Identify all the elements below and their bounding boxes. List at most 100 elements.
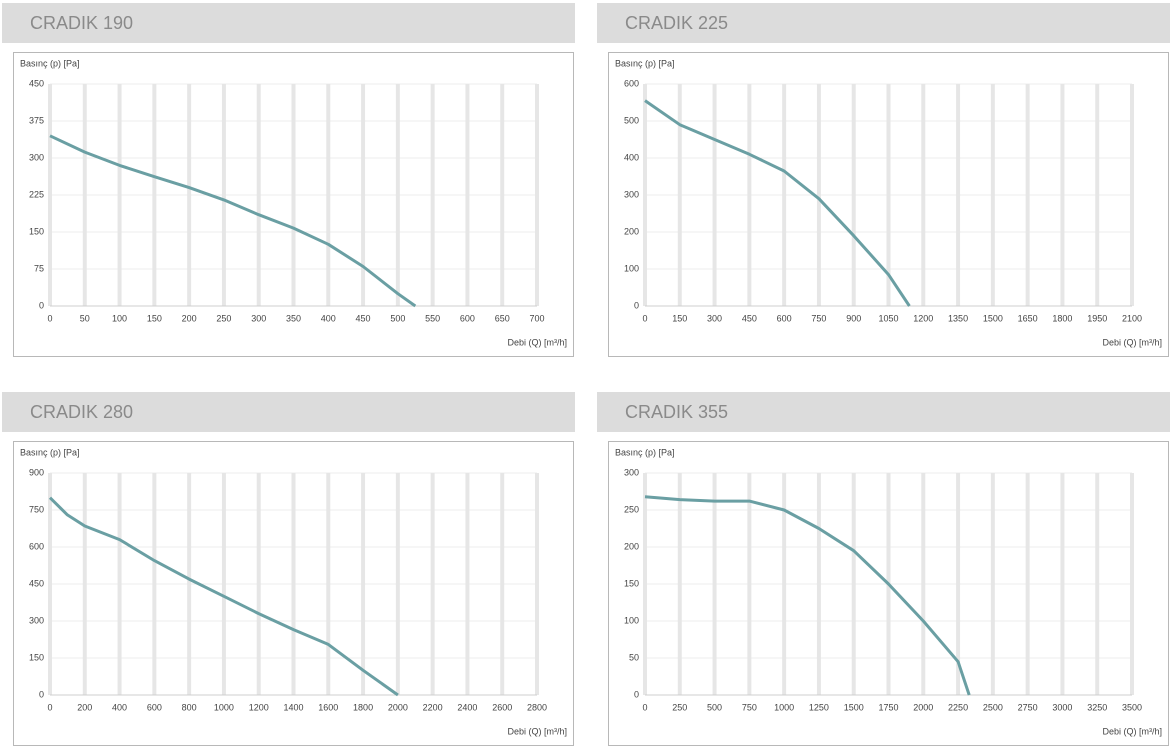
x-tick-label: 750: [742, 702, 757, 712]
y-tick-label: 0: [39, 689, 44, 699]
y-tick-label: 150: [29, 652, 44, 662]
x-tick-label: 300: [707, 313, 722, 323]
chart-title: CRADIK 280: [30, 402, 133, 422]
x-tick-label: 250: [216, 313, 231, 323]
y-tick-label: 450: [29, 78, 44, 88]
x-tick-label: 1000: [774, 702, 794, 712]
y-tick-label: 0: [39, 300, 44, 310]
x-tick-label: 200: [182, 313, 197, 323]
x-tick-label: 2250: [948, 702, 968, 712]
x-tick-label: 1000: [214, 702, 234, 712]
y-tick-label: 300: [29, 152, 44, 162]
x-tick-label: 1650: [1018, 313, 1038, 323]
x-tick-label: 150: [147, 313, 162, 323]
x-tick-label: 2500: [983, 702, 1003, 712]
chart-title: CRADIK 225: [625, 13, 728, 33]
y-tick-label: 300: [624, 189, 639, 199]
x-tick-label: 2100: [1122, 313, 1142, 323]
x-tick-label: 150: [672, 313, 687, 323]
x-tick-label: 1250: [809, 702, 829, 712]
y-tick-label: 150: [624, 578, 639, 588]
x-tick-label: 100: [112, 313, 127, 323]
x-tick-label: 1750: [878, 702, 898, 712]
fan-curve: [644, 495, 971, 696]
y-axis-label: Basınç (p) [Pa]: [615, 447, 675, 457]
x-tick-label: 550: [425, 313, 440, 323]
y-tick-label: 225: [29, 189, 44, 199]
y-tick-label: 150: [29, 226, 44, 236]
x-tick-label: 500: [390, 313, 405, 323]
x-tick-label: 400: [112, 702, 127, 712]
x-tick-label: 1500: [983, 313, 1003, 323]
fan-curve: [48, 496, 399, 697]
title-bar: [597, 3, 1170, 43]
x-tick-label: 3250: [1087, 702, 1107, 712]
x-tick-label: 1500: [844, 702, 864, 712]
x-tick-label: 450: [742, 313, 757, 323]
x-tick-label: 1200: [913, 313, 933, 323]
y-axis-label: Basınç (p) [Pa]: [20, 447, 80, 457]
x-tick-label: 400: [321, 313, 336, 323]
y-tick-label: 400: [624, 152, 639, 162]
x-tick-label: 600: [147, 702, 162, 712]
title-bar: [597, 392, 1170, 432]
y-tick-label: 50: [629, 652, 639, 662]
x-tick-label: 2000: [913, 702, 933, 712]
x-tick-label: 1800: [353, 702, 373, 712]
x-tick-label: 1600: [318, 702, 338, 712]
y-tick-label: 600: [624, 78, 639, 88]
y-tick-label: 100: [624, 263, 639, 273]
x-axis-label: Debi (Q) [m³/h]: [1102, 726, 1162, 736]
y-tick-label: 75: [34, 263, 44, 273]
x-tick-label: 50: [80, 313, 90, 323]
x-tick-label: 2400: [457, 702, 477, 712]
x-tick-label: 250: [672, 702, 687, 712]
x-tick-label: 3000: [1052, 702, 1072, 712]
y-tick-label: 900: [29, 467, 44, 477]
y-tick-label: 200: [624, 226, 639, 236]
x-tick-label: 0: [47, 702, 52, 712]
y-tick-label: 375: [29, 115, 44, 125]
y-tick-label: 300: [29, 615, 44, 625]
y-axis-label: Basınç (p) [Pa]: [615, 58, 675, 68]
x-tick-label: 1400: [283, 702, 303, 712]
y-tick-label: 100: [624, 615, 639, 625]
x-tick-label: 1950: [1087, 313, 1107, 323]
x-tick-label: 900: [846, 313, 861, 323]
y-tick-label: 0: [634, 689, 639, 699]
x-tick-label: 750: [811, 313, 826, 323]
y-tick-label: 600: [29, 541, 44, 551]
x-tick-label: 1800: [1052, 313, 1072, 323]
y-tick-label: 250: [624, 504, 639, 514]
x-tick-label: 700: [529, 313, 544, 323]
x-tick-label: 1050: [878, 313, 898, 323]
x-tick-label: 0: [47, 313, 52, 323]
x-tick-label: 500: [707, 702, 722, 712]
x-tick-label: 350: [286, 313, 301, 323]
y-axis-label: Basınç (p) [Pa]: [20, 58, 80, 68]
x-tick-label: 2200: [423, 702, 443, 712]
x-tick-label: 600: [460, 313, 475, 323]
x-tick-label: 200: [77, 702, 92, 712]
x-tick-label: 1350: [948, 313, 968, 323]
x-tick-label: 2750: [1018, 702, 1038, 712]
y-tick-label: 750: [29, 504, 44, 514]
x-tick-label: 0: [642, 702, 647, 712]
x-tick-label: 2000: [388, 702, 408, 712]
x-tick-label: 300: [251, 313, 266, 323]
title-bar: [2, 3, 575, 43]
y-tick-label: 300: [624, 467, 639, 477]
x-tick-label: 0: [642, 313, 647, 323]
x-axis-label: Debi (Q) [m³/h]: [1102, 337, 1162, 347]
x-tick-label: 2800: [527, 702, 547, 712]
title-bar: [2, 392, 575, 432]
y-tick-label: 500: [624, 115, 639, 125]
x-tick-label: 3500: [1122, 702, 1142, 712]
fan-curve: [49, 134, 417, 308]
x-tick-label: 600: [777, 313, 792, 323]
x-tick-label: 450: [356, 313, 371, 323]
chart-title: CRADIK 190: [30, 13, 133, 33]
x-tick-label: 800: [182, 702, 197, 712]
